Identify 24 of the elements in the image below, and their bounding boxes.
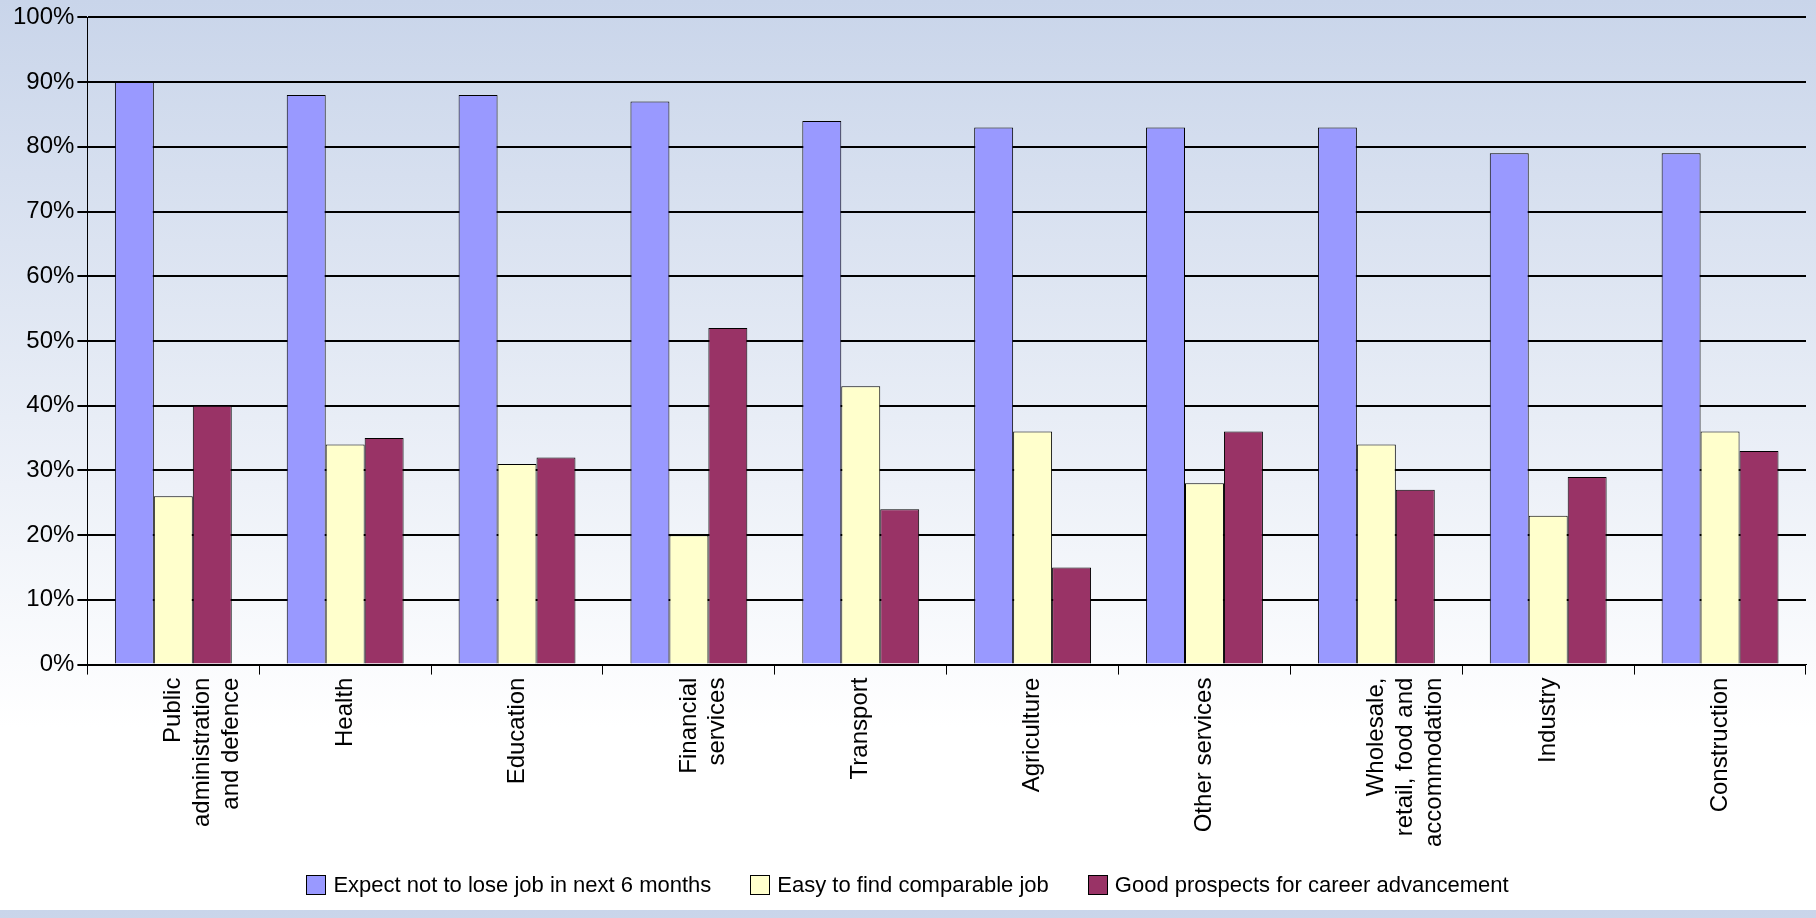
y-tick-label: 100% bbox=[12, 2, 75, 30]
y-tick-label: 50% bbox=[26, 325, 75, 353]
x-tick-label: Wholesale, retail, food and accommodation bbox=[1360, 677, 1446, 847]
x-tick-label: Education bbox=[501, 677, 529, 785]
y-tick-label: 60% bbox=[26, 260, 75, 288]
x-tick-label: Construction bbox=[1704, 677, 1732, 813]
x-tick-label: Health bbox=[329, 677, 357, 747]
y-tick-label: 10% bbox=[26, 584, 75, 612]
y-tick-label: 90% bbox=[26, 66, 75, 94]
x-tick-label: Public administration and defence bbox=[157, 677, 243, 827]
y-tick-label: 80% bbox=[26, 131, 75, 159]
x-tick-label: Agriculture bbox=[1017, 677, 1045, 793]
y-tick-label: 70% bbox=[26, 196, 75, 224]
x-tick-label: Transport bbox=[845, 677, 873, 780]
x-tick-label: Industry bbox=[1532, 677, 1560, 763]
legend-label: Expect not to lose job in next 6 months bbox=[333, 872, 712, 898]
legend-label: Easy to find comparable job bbox=[777, 872, 1049, 898]
y-tick-label: 20% bbox=[26, 519, 75, 547]
y-tick-label: 0% bbox=[39, 649, 75, 677]
x-tick-label: Financial services bbox=[673, 677, 730, 774]
legend-label: Good prospects for career advancement bbox=[1114, 872, 1509, 898]
y-tick-label: 30% bbox=[26, 455, 75, 483]
y-tick-label: 40% bbox=[26, 390, 75, 418]
x-tick-label: Other services bbox=[1189, 677, 1217, 833]
